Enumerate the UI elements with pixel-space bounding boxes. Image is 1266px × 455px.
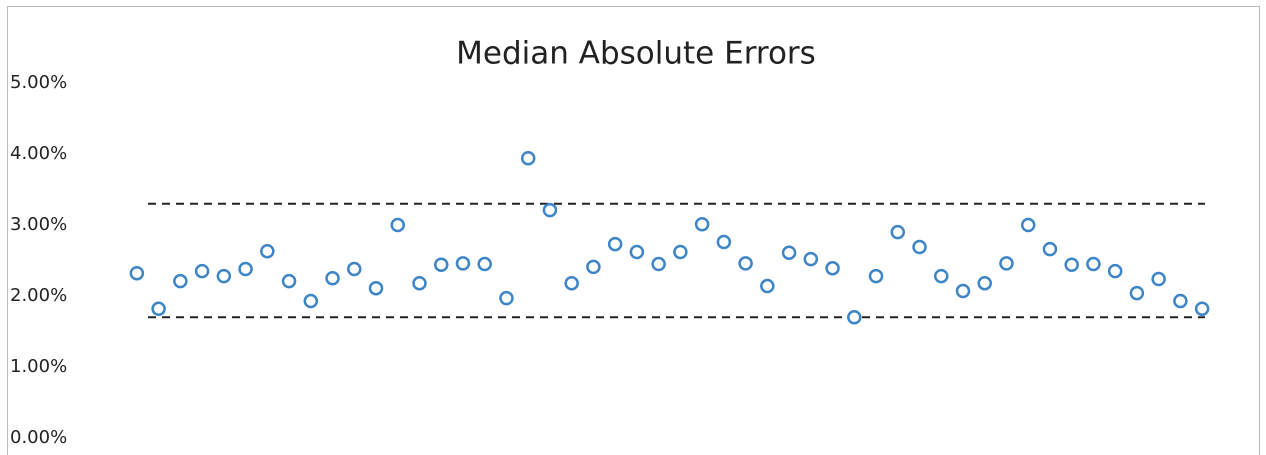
point xyxy=(325,271,340,286)
y-tick-label: 5.00% xyxy=(10,72,67,93)
point xyxy=(1086,256,1101,272)
point xyxy=(194,263,210,279)
point xyxy=(607,236,623,252)
point xyxy=(129,266,145,281)
point xyxy=(542,202,558,218)
point xyxy=(694,217,710,232)
point xyxy=(1129,285,1145,301)
y-tick-label: 1.00% xyxy=(10,356,67,377)
point xyxy=(303,293,319,309)
point xyxy=(629,244,645,260)
point xyxy=(368,280,384,296)
chart-border xyxy=(7,6,1260,455)
point xyxy=(716,234,732,250)
point xyxy=(977,275,992,291)
y-tick-label: 4.00% xyxy=(10,143,67,164)
point xyxy=(738,256,753,271)
point xyxy=(1064,257,1079,273)
y-tick-label: 0.00% xyxy=(10,427,67,448)
point xyxy=(238,261,253,277)
point xyxy=(216,268,232,284)
point xyxy=(781,245,797,260)
point xyxy=(586,259,601,275)
point xyxy=(520,151,536,166)
point xyxy=(1042,241,1058,257)
point xyxy=(673,244,688,260)
point xyxy=(455,256,471,271)
y-tick-label: 3.00% xyxy=(10,214,67,235)
y-tick-label: 2.00% xyxy=(10,285,67,306)
point xyxy=(173,273,188,289)
point xyxy=(825,261,840,276)
point xyxy=(868,268,884,284)
point xyxy=(934,268,949,284)
point xyxy=(281,273,297,289)
point xyxy=(1020,217,1036,233)
point xyxy=(760,278,775,294)
point xyxy=(847,310,862,325)
point xyxy=(151,301,166,317)
point xyxy=(955,283,971,299)
point xyxy=(499,290,514,306)
point xyxy=(803,251,819,267)
point xyxy=(564,275,579,291)
point xyxy=(890,224,906,240)
point xyxy=(1194,301,1210,317)
point xyxy=(390,217,405,233)
point xyxy=(347,261,362,277)
point xyxy=(412,275,427,291)
point xyxy=(651,256,666,272)
point xyxy=(999,256,1014,271)
point xyxy=(1173,293,1188,309)
point xyxy=(433,257,449,273)
point xyxy=(260,244,275,259)
chart-title: Median Absolute Errors xyxy=(456,36,816,72)
point xyxy=(477,256,492,272)
point xyxy=(912,239,927,255)
point xyxy=(1151,271,1166,287)
point xyxy=(1107,263,1123,279)
